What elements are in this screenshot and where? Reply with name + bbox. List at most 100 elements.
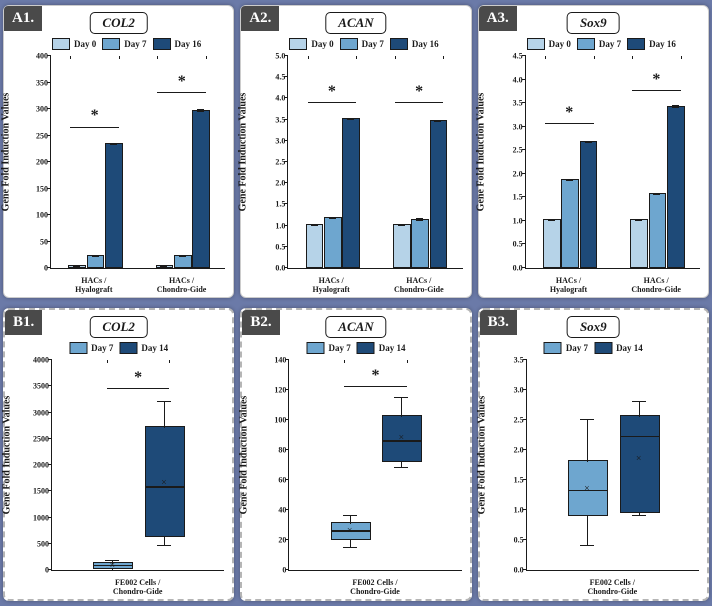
- y-tick-label: 20: [278, 536, 289, 545]
- legend-swatch: [102, 38, 120, 50]
- y-tick-label: 150: [36, 184, 51, 193]
- x-axis-labels: HACs /HyalograftHACs /Chondro-Gide: [50, 277, 225, 295]
- panel-B1: B1.COL2Day 7Day 14Gene Fold Induction Va…: [3, 308, 234, 601]
- x-axis-labels: HACs /HyalograftHACs /Chondro-Gide: [287, 277, 462, 295]
- error-bar: [401, 224, 402, 226]
- y-tick-label: 2.5: [513, 146, 526, 155]
- legend-swatch: [153, 38, 171, 50]
- y-tick-label: 140: [274, 356, 289, 365]
- legend-item: Day 14: [594, 342, 643, 354]
- y-tick-label: 1.5: [275, 200, 288, 209]
- y-tick-label: 3.5: [275, 115, 288, 124]
- error-bar: [551, 219, 552, 221]
- significance-star: *: [134, 369, 142, 387]
- error-bar: [569, 179, 570, 181]
- legend-item: Day 0: [52, 38, 96, 50]
- x-axis-labels: FE002 Cells /Chondro-Gide: [288, 579, 461, 597]
- panel-label: B2.: [242, 310, 279, 335]
- y-tick-label: 0.0: [514, 566, 527, 575]
- mean-marker: ×: [399, 433, 405, 444]
- legend-swatch: [69, 342, 87, 354]
- legend-swatch: [306, 342, 324, 354]
- y-tick-label: 3.5: [513, 99, 526, 108]
- panel-title: Sox9: [567, 12, 620, 34]
- bar: [580, 141, 598, 268]
- error-bar: [588, 141, 589, 143]
- y-tick-label: 2.0: [275, 179, 288, 188]
- x-axis-labels: HACs /HyalograftHACs /Chondro-Gide: [525, 277, 700, 295]
- mean-marker: ×: [161, 478, 167, 489]
- legend: Day 0Day 7Day 16: [289, 38, 438, 50]
- y-tick-label: 0.0: [275, 264, 288, 273]
- plot-area: 0.00.51.01.52.02.53.03.54.04.5**: [525, 56, 700, 269]
- legend-item: Day 16: [390, 38, 439, 50]
- bar: [393, 224, 411, 268]
- significance-bar: [70, 127, 119, 128]
- error-bar: [76, 266, 77, 267]
- significance-bar: [344, 386, 406, 387]
- error-bar: [314, 224, 315, 226]
- legend-item: Day 7: [306, 342, 350, 354]
- x-category-label: HACs /Chondro-Gide: [612, 277, 700, 295]
- error-bar: [638, 219, 639, 221]
- legend-item: Day 7: [340, 38, 384, 50]
- y-tick-label: 2.5: [514, 416, 527, 425]
- significance-bar: [308, 102, 357, 103]
- bar: [411, 219, 429, 268]
- y-axis-label: Gene Fold Induction Values: [476, 336, 487, 455]
- y-tick-label: 350: [36, 78, 51, 87]
- bar: [649, 193, 667, 268]
- legend-swatch: [289, 38, 307, 50]
- y-tick-label: 0.5: [513, 240, 526, 249]
- legend-swatch: [577, 38, 595, 50]
- x-category-label: FE002 Cells /Chondro-Gide: [526, 579, 699, 597]
- legend-swatch: [544, 342, 562, 354]
- panel-label: A1.: [4, 6, 42, 31]
- figure-grid: A1. COL2 Day 0 Day 7 Day 16 Gene Fold Inducti…: [0, 0, 712, 606]
- y-tick-label: 2.0: [514, 446, 527, 455]
- significance-star: *: [91, 107, 99, 125]
- legend-swatch: [627, 38, 645, 50]
- y-tick-label: 0.5: [514, 536, 527, 545]
- y-axis-label: Gene Fold Induction Values: [1, 33, 12, 152]
- error-bar: [419, 218, 420, 220]
- x-category-label: FE002 Cells /Chondro-Gide: [288, 579, 461, 597]
- legend-item: Day 7: [577, 38, 621, 50]
- bar: [192, 110, 210, 268]
- panel-label: B3.: [480, 310, 517, 335]
- x-category-label: HACs /Hyalograft: [287, 277, 375, 295]
- y-tick-label: 250: [36, 131, 51, 140]
- legend: Day 0 Day 7 Day 16: [52, 38, 201, 50]
- legend-item: Day 16: [153, 38, 202, 50]
- y-tick-label: 200: [36, 158, 51, 167]
- legend-label: Day 7: [599, 39, 621, 49]
- bar: [561, 179, 579, 268]
- legend-swatch: [340, 38, 358, 50]
- y-tick-label: 1.5: [514, 476, 527, 485]
- legend-label: Day 7: [328, 343, 350, 353]
- y-tick-label: 3.5: [514, 356, 527, 365]
- panel-B3: B3.Sox9Day 7Day 14Gene Fold Induction Va…: [478, 308, 709, 601]
- y-tick-label: 3000: [33, 408, 52, 417]
- panel-A1: A1. COL2 Day 0 Day 7 Day 16 Gene Fold Inducti…: [3, 5, 234, 298]
- plot-area: 05001000150020002500300035004000××*: [51, 360, 224, 571]
- legend-swatch: [119, 342, 137, 354]
- panel-title: Sox9: [567, 316, 620, 338]
- significance-bar: [545, 123, 594, 124]
- y-tick-label: 4.5: [513, 52, 526, 61]
- y-tick-label: 4.0: [513, 75, 526, 84]
- y-tick-label: 3.0: [275, 136, 288, 145]
- legend-swatch: [390, 38, 408, 50]
- legend-item: Day 7: [102, 38, 146, 50]
- legend: Day 0Day 7Day 16: [527, 38, 676, 50]
- plot-area: 0.00.51.01.52.02.53.03.54.04.55.0**: [287, 56, 462, 269]
- mean-marker: ×: [584, 484, 590, 495]
- y-tick-label: 100: [274, 416, 289, 425]
- panel-title: ACAN: [325, 12, 386, 34]
- panel-title: COL2: [89, 12, 148, 34]
- y-tick-label: 0.0: [513, 264, 526, 273]
- error-bar: [332, 217, 333, 219]
- legend-item: Day 16: [627, 38, 676, 50]
- y-tick-label: 1.0: [513, 216, 526, 225]
- y-tick-label: 60: [278, 476, 289, 485]
